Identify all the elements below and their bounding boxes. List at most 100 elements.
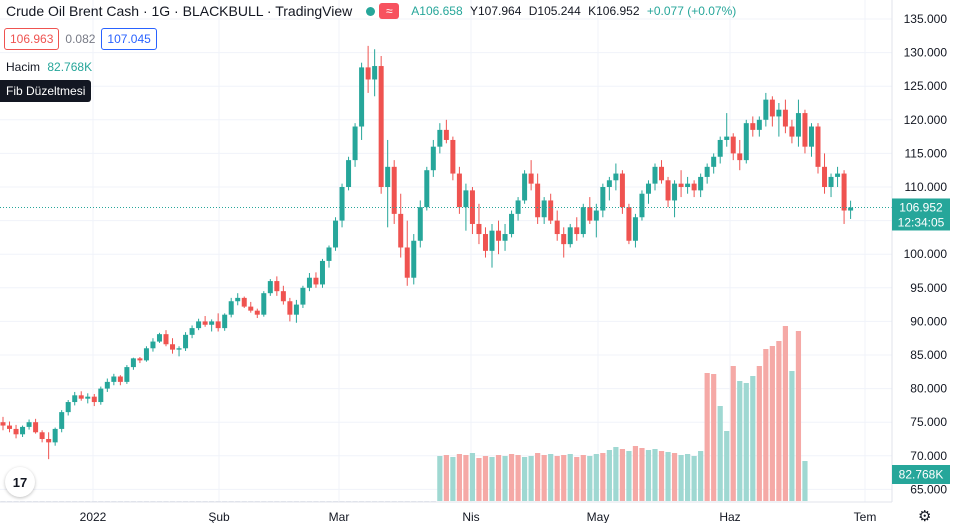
volume-bar bbox=[39, 501, 45, 502]
candle bbox=[117, 375, 123, 386]
price-tick-label: 115.000 bbox=[905, 146, 948, 160]
candle bbox=[59, 410, 65, 433]
volume-bar bbox=[85, 501, 91, 502]
volume-bar bbox=[209, 501, 215, 502]
candle bbox=[78, 391, 84, 401]
volume-bar bbox=[378, 501, 384, 502]
candle bbox=[130, 357, 136, 370]
sell-price-button[interactable]: 106.963 bbox=[4, 28, 60, 50]
candle bbox=[717, 136, 723, 164]
candle bbox=[711, 153, 717, 174]
volume-bar bbox=[26, 501, 32, 502]
candle bbox=[685, 176, 691, 194]
volume-bar bbox=[424, 501, 430, 502]
volume-bar bbox=[587, 456, 593, 501]
volume-bar bbox=[665, 452, 671, 501]
symbol-title[interactable]: Crude Oil Brent Cash · 1G · BLACKBULL · … bbox=[6, 3, 353, 19]
volume-bar bbox=[567, 454, 573, 501]
candle bbox=[137, 357, 143, 364]
candle bbox=[398, 193, 404, 258]
candle bbox=[730, 133, 736, 161]
candle bbox=[443, 119, 449, 144]
candle bbox=[522, 170, 528, 204]
volume-bar bbox=[606, 450, 612, 501]
volume-bars bbox=[0, 326, 808, 502]
candle bbox=[417, 200, 423, 248]
candle bbox=[124, 365, 130, 384]
volume-bar bbox=[182, 501, 189, 502]
gear-icon[interactable]: ⚙ bbox=[918, 508, 932, 525]
candle bbox=[39, 430, 45, 443]
candle bbox=[574, 217, 580, 241]
volume-bar bbox=[124, 501, 130, 502]
candle bbox=[293, 299, 299, 323]
volume-bar bbox=[443, 455, 449, 501]
price-tick-label: 80.000 bbox=[910, 382, 947, 396]
low-value: D105.244 bbox=[528, 4, 581, 18]
candle bbox=[20, 425, 26, 437]
volume-bar bbox=[359, 501, 365, 502]
candle bbox=[352, 123, 358, 167]
volume-bar bbox=[639, 448, 645, 501]
candle bbox=[828, 173, 834, 198]
candle bbox=[763, 92, 769, 127]
volume-bar bbox=[6, 501, 13, 502]
volume-bar bbox=[72, 501, 78, 502]
volume-bar bbox=[489, 457, 495, 501]
volume-bar bbox=[189, 501, 195, 502]
time-tick-label: Haz bbox=[719, 510, 740, 523]
volume-bar bbox=[574, 457, 580, 501]
volume-bar bbox=[645, 450, 652, 501]
candle bbox=[613, 163, 619, 191]
candle bbox=[580, 203, 586, 238]
buy-price-button[interactable]: 107.045 bbox=[101, 28, 157, 50]
candle bbox=[469, 187, 475, 235]
volume-bar bbox=[528, 456, 534, 501]
candle bbox=[509, 210, 515, 238]
candle bbox=[769, 96, 775, 127]
candle bbox=[267, 279, 273, 296]
candle bbox=[91, 393, 97, 407]
volume-label[interactable]: Hacim bbox=[6, 60, 41, 74]
volume-bar bbox=[143, 501, 150, 502]
trade-prices: 106.963 0.082 107.045 bbox=[4, 28, 157, 50]
candle bbox=[26, 419, 32, 430]
volume-bar bbox=[789, 371, 795, 501]
volume-bar bbox=[98, 501, 104, 502]
price-tick-label: 70.000 bbox=[910, 449, 947, 463]
candle bbox=[606, 176, 612, 201]
price-tick-label: 120.000 bbox=[904, 113, 948, 127]
volume-bar bbox=[437, 456, 443, 501]
time-tick-label: Tem bbox=[854, 510, 877, 523]
tradingview-logo[interactable]: 17 bbox=[5, 467, 35, 497]
candle bbox=[528, 160, 534, 191]
volume-bar bbox=[254, 501, 260, 502]
price-tick-label: 125.000 bbox=[904, 79, 948, 93]
volume-bar bbox=[287, 501, 293, 502]
volume-bar bbox=[404, 501, 410, 502]
candle bbox=[476, 203, 482, 245]
time-tick-label: Nis bbox=[462, 510, 479, 523]
candle bbox=[815, 123, 821, 174]
price-axis[interactable]: 135.000 130.000 125.000 120.000 115.000 110.0… bbox=[904, 12, 948, 496]
volume-bar bbox=[65, 501, 71, 502]
wave-icon[interactable]: ≈ bbox=[379, 3, 400, 19]
volume-bar bbox=[795, 331, 802, 501]
market-status-dot-icon bbox=[366, 6, 376, 16]
volume-bar bbox=[130, 501, 136, 502]
volume-bar bbox=[52, 501, 58, 502]
volume-bar bbox=[619, 449, 625, 501]
price-tick-label: 135.000 bbox=[904, 12, 948, 26]
volume-bar bbox=[554, 456, 560, 501]
volume-bar bbox=[365, 501, 371, 502]
candle bbox=[489, 223, 495, 268]
volume-bar bbox=[430, 501, 436, 502]
candle bbox=[254, 308, 260, 319]
candle bbox=[52, 427, 58, 446]
bar-countdown-label: 12:34:05 bbox=[898, 215, 945, 229]
time-axis[interactable]: 2022 Şub Mar Nis May Haz Tem bbox=[80, 510, 877, 523]
candle bbox=[652, 163, 658, 191]
candle bbox=[339, 183, 345, 228]
volume-bar bbox=[163, 501, 169, 502]
